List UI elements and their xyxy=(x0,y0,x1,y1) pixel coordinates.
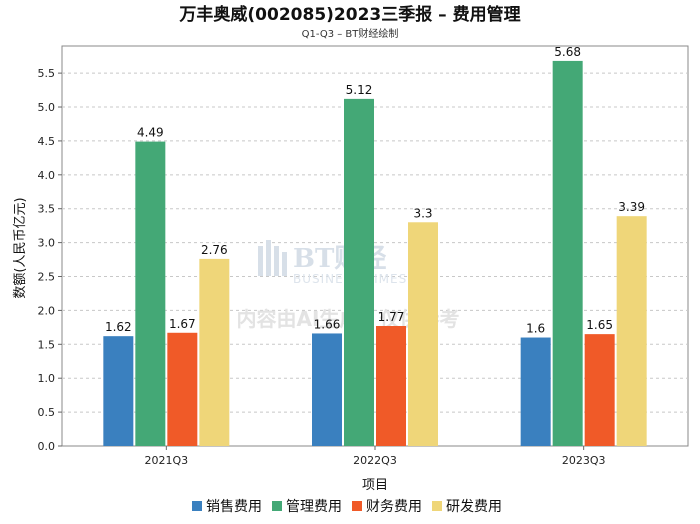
bar xyxy=(103,336,134,446)
bar xyxy=(199,258,230,446)
x-axis: 2021Q3 2022Q3 2023Q3 xyxy=(145,446,606,467)
plot-frame xyxy=(61,45,689,447)
data-label: 1.65 xyxy=(586,318,613,332)
value-labels: 1.62 4.49 1.67 2.76 1.66 5.12 1.77 3.3 1.6 5.68 1.… xyxy=(105,45,645,336)
bar xyxy=(135,141,166,447)
data-label: 3.39 xyxy=(618,200,645,214)
bar xyxy=(344,98,374,447)
chart-subtitle: Q1-Q3 – BT财经绘制 xyxy=(302,27,399,40)
y-tick-label: 4.0 xyxy=(38,169,56,182)
data-label: 5.68 xyxy=(554,45,581,59)
bt-logo-icon xyxy=(258,240,287,276)
data-label: 1.62 xyxy=(105,320,132,334)
data-label: 3.3 xyxy=(413,206,432,220)
data-label: 1.6 xyxy=(526,322,545,336)
x-axis-label: 项目 xyxy=(362,478,388,493)
bar xyxy=(552,60,583,446)
y-tick-label: 2.0 xyxy=(38,304,56,317)
bar xyxy=(312,333,342,446)
y-tick-label: 4.5 xyxy=(38,135,56,148)
y-tick-label: 0.0 xyxy=(38,440,56,453)
y-tick-label: 0.5 xyxy=(38,406,56,419)
y-axis-label: 数额(人民币亿元) xyxy=(13,197,28,298)
chart-title: 万丰奥威(002085)2023三季报 – 费用管理 xyxy=(178,4,520,25)
plot-area: BT财经 BUSINESS TIMES 内容由AI生成，仅供参考 1.624.4… xyxy=(38,45,689,467)
bar xyxy=(167,332,198,446)
y-tick-label: 1.5 xyxy=(38,338,56,351)
data-label: 5.12 xyxy=(346,83,373,97)
legend-swatch xyxy=(432,501,442,511)
bar xyxy=(520,337,551,446)
grid-lines xyxy=(62,72,688,413)
y-tick-label: 1.0 xyxy=(38,372,56,385)
x-tick-label: 2022Q3 xyxy=(353,454,397,467)
bar xyxy=(408,222,438,446)
data-label: 2.76 xyxy=(201,243,228,257)
bar xyxy=(616,216,647,446)
x-tick-label: 2023Q3 xyxy=(562,454,606,467)
data-label: 4.49 xyxy=(137,126,164,140)
legend-swatch xyxy=(192,501,202,511)
bar xyxy=(376,326,406,446)
data-label: 1.66 xyxy=(314,317,341,331)
y-tick-label: 5.0 xyxy=(38,101,56,114)
legend-entry: 管理费用 xyxy=(286,499,342,515)
bars xyxy=(103,60,647,447)
legend: 销售费用 管理费用 财务费用 研发费用 xyxy=(192,499,502,515)
legend-swatch xyxy=(352,501,362,511)
legend-swatch xyxy=(272,501,282,511)
data-label: 1.67 xyxy=(169,317,196,331)
legend-entry: 财务费用 xyxy=(366,499,422,515)
y-axis: 0.0 0.5 1.0 1.5 2.0 2.5 3.0 3.5 4.0 4.5 5.0 5.5 xyxy=(38,67,62,453)
y-tick-label: 3.0 xyxy=(38,237,56,250)
data-label: 1.77 xyxy=(378,310,405,324)
bar xyxy=(584,334,615,446)
legend-entry: 研发费用 xyxy=(446,499,502,515)
y-tick-label: 2.5 xyxy=(38,271,56,284)
y-tick-label: 5.5 xyxy=(38,67,56,80)
legend-entry: 销售费用 xyxy=(206,499,262,515)
x-tick-label: 2021Q3 xyxy=(145,454,189,467)
y-tick-label: 3.5 xyxy=(38,203,56,216)
